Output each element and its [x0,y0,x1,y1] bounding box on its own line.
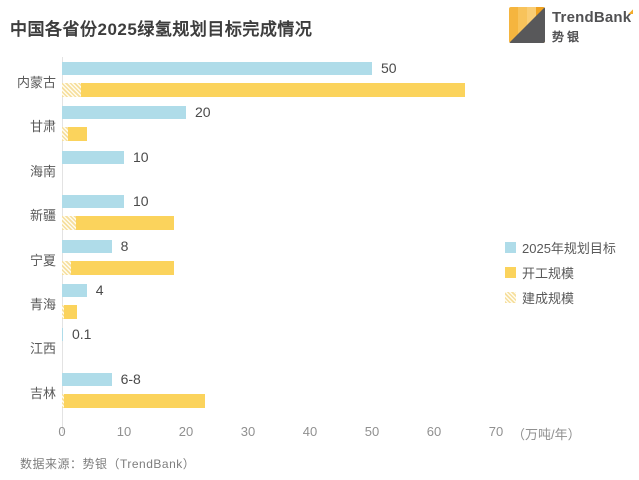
completed-segment [62,260,72,275]
province-label: 宁夏 [29,252,56,268]
logo-brand-name-cn: 势银 [552,30,583,44]
legend-label: 开工规模 [522,265,575,281]
trendbank-logo: TrendBank 势银 [509,7,631,45]
legend-swatch-hatch [505,291,516,303]
legend-item: 建成规模 [505,289,616,306]
logo-text: TrendBank 势银 [552,7,631,45]
page-title: 中国各省份2025绿氢规划目标完成情况 [10,20,313,39]
target-value-label: 50 [381,60,397,76]
target-bar [62,195,124,209]
province-label: 甘肃 [29,119,56,135]
started-segment [63,305,78,319]
x-tick-label: 40 [302,424,318,439]
started-bar [62,127,87,142]
legend-swatch-solid [505,266,516,278]
completed-segment [62,305,64,319]
completed-segment [62,127,69,142]
x-axis-unit-label: （万吨/年） [512,427,581,442]
started-segment [80,83,465,97]
target-bar [62,284,87,297]
target-value-label: 10 [133,148,149,165]
completed-segment [62,393,64,408]
legend-label: 2025年规划目标 [522,240,616,256]
started-bar [62,393,205,408]
target-value-label: 0.1 [72,326,92,343]
target-bar [62,239,112,253]
logo-brand-name: TrendBank [552,9,632,26]
target-value-label: 6-8 [120,370,141,387]
plot-area: 50 20 10 10 8 4 0.1 6-8 [62,56,607,433]
province-label: 吉林 [29,385,56,401]
province-label: 青海 [29,297,56,312]
legend-swatch-solid [505,241,516,253]
x-tick-label: 60 [426,424,442,439]
province-label: 海南 [29,163,56,179]
started-segment [71,260,174,275]
x-tick-label: 30 [240,424,256,439]
started-segment [63,393,205,408]
legend: 2025年规划目标 开工规模建成规模 [505,239,616,314]
province-label: 内蒙古 [16,75,56,90]
started-bar [62,83,465,97]
legend-item: 2025年规划目标 [505,239,616,256]
x-tick-label: 10 [116,424,132,439]
province-label: 新疆 [29,208,56,224]
x-tick-label: 50 [364,424,380,439]
target-value-label: 10 [133,193,149,210]
x-tick-label: 0 [58,424,66,439]
target-bar [62,328,63,342]
target-value-label: 8 [120,237,129,254]
data-source-note: 数据来源：势银（TrendBank） [20,457,196,471]
completed-segment [62,83,81,97]
x-tick-label: 70 [488,424,504,439]
started-segment [75,216,174,231]
target-bar [62,106,186,120]
legend-item: 开工规模 [505,264,616,281]
province-label: 江西 [29,341,56,357]
logo-k-accent: k [622,9,632,26]
target-bar [62,372,112,386]
trendbank-logo-icon [509,7,545,43]
target-value-label: 4 [95,282,104,298]
completed-segment [62,216,76,231]
started-bar [62,305,78,319]
started-bar [62,260,174,275]
target-bar [62,150,124,164]
started-bar [62,216,174,231]
legend-label: 建成规模 [522,290,575,306]
x-tick-label: 20 [178,424,194,439]
started-segment [68,127,87,142]
target-value-label: 20 [195,104,211,121]
target-bar [62,62,372,75]
